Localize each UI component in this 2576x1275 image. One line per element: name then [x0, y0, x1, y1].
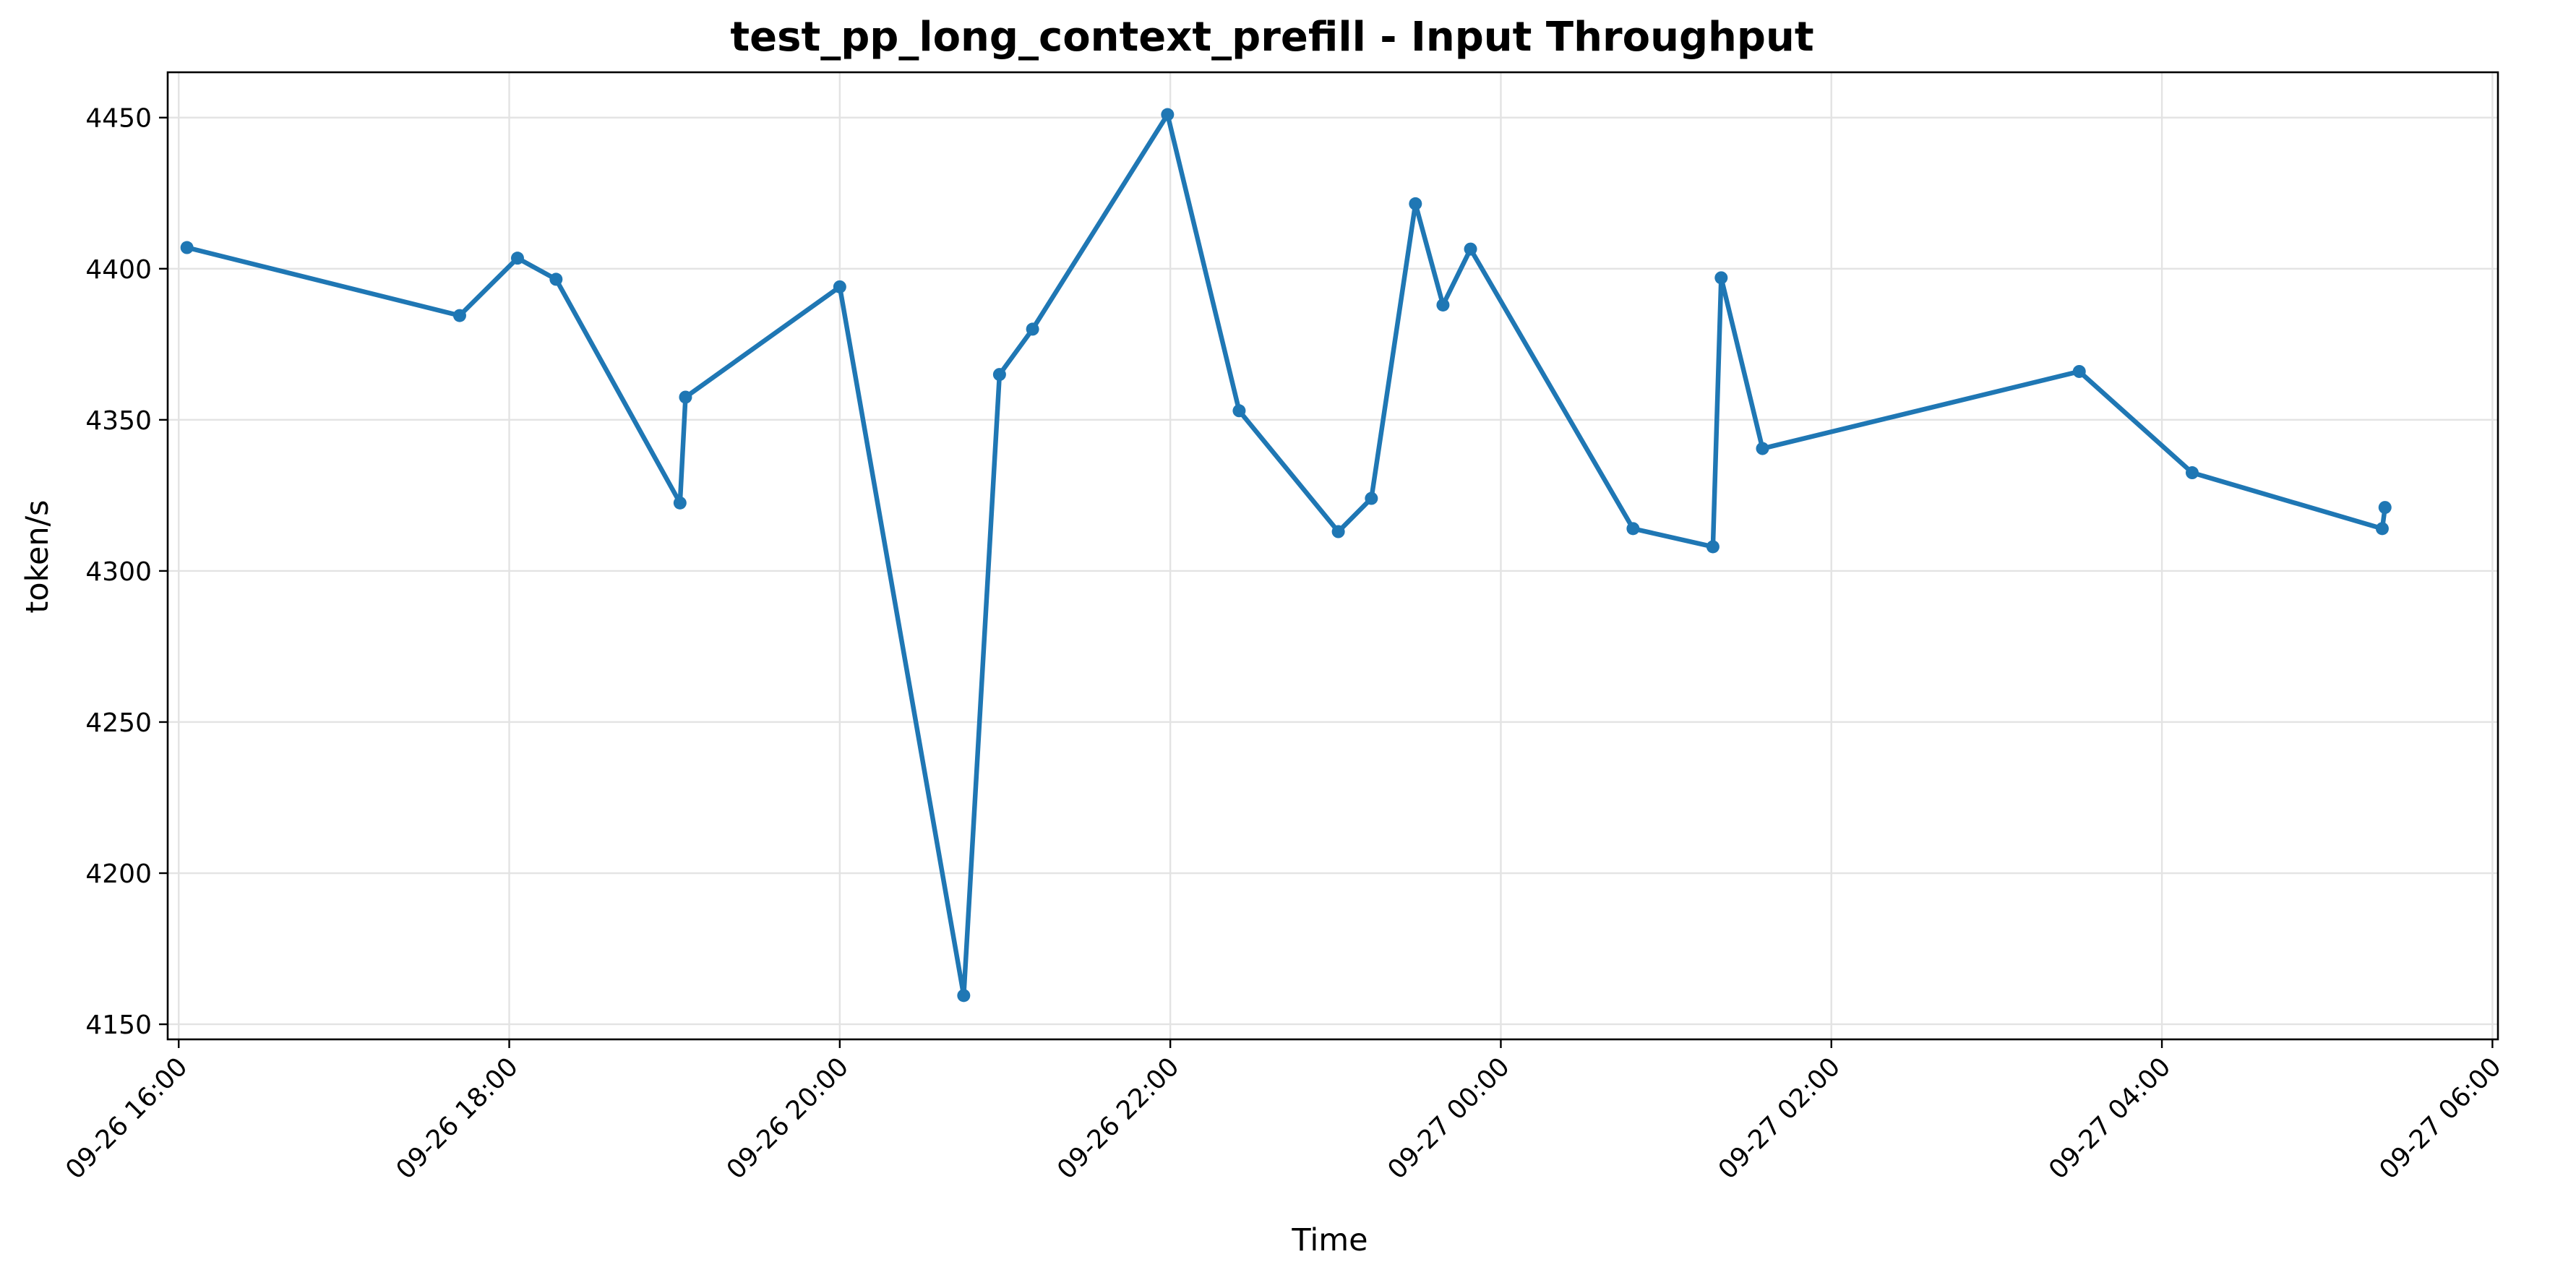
- data-point: [1756, 442, 1769, 455]
- data-point: [2375, 522, 2389, 536]
- data-point: [1026, 322, 1039, 336]
- grid-lines: [168, 72, 2498, 1039]
- y-tick-label: 4200: [85, 859, 152, 889]
- data-point: [1409, 197, 1422, 210]
- y-tick-label: 4450: [85, 104, 152, 134]
- data-point: [510, 252, 524, 265]
- data-point: [1331, 525, 1345, 538]
- data-point: [1232, 404, 1246, 418]
- data-point: [833, 280, 846, 293]
- data-point: [1626, 522, 1640, 536]
- data-point: [992, 368, 1006, 382]
- y-axis-label: token/s: [20, 499, 56, 613]
- data-point: [1714, 271, 1728, 285]
- data-point: [180, 241, 194, 254]
- data-point: [452, 309, 466, 322]
- data-point: [2185, 466, 2199, 480]
- data-point: [1161, 108, 1175, 121]
- data-point: [2378, 501, 2392, 515]
- y-tick-label: 4250: [85, 708, 152, 738]
- data-point: [2072, 364, 2086, 378]
- data-point: [1436, 298, 1450, 312]
- series-layer: [180, 108, 2392, 1003]
- y-tick-label: 4350: [85, 406, 152, 436]
- data-point: [673, 496, 687, 510]
- y-tick-label: 4300: [85, 557, 152, 587]
- x-axis-label: Time: [1291, 1222, 1368, 1258]
- data-point: [957, 989, 971, 1003]
- data-point: [549, 272, 563, 286]
- y-tick-label: 4400: [85, 255, 152, 285]
- data-point: [1365, 491, 1378, 505]
- y-tick-label: 4150: [85, 1010, 152, 1040]
- data-point: [1464, 242, 1477, 256]
- chart-title: test_pp_long_context_prefill - Input Thr…: [730, 14, 1813, 61]
- plot-frame: [166, 71, 2499, 1041]
- data-point: [679, 390, 692, 404]
- data-point: [1706, 540, 1720, 554]
